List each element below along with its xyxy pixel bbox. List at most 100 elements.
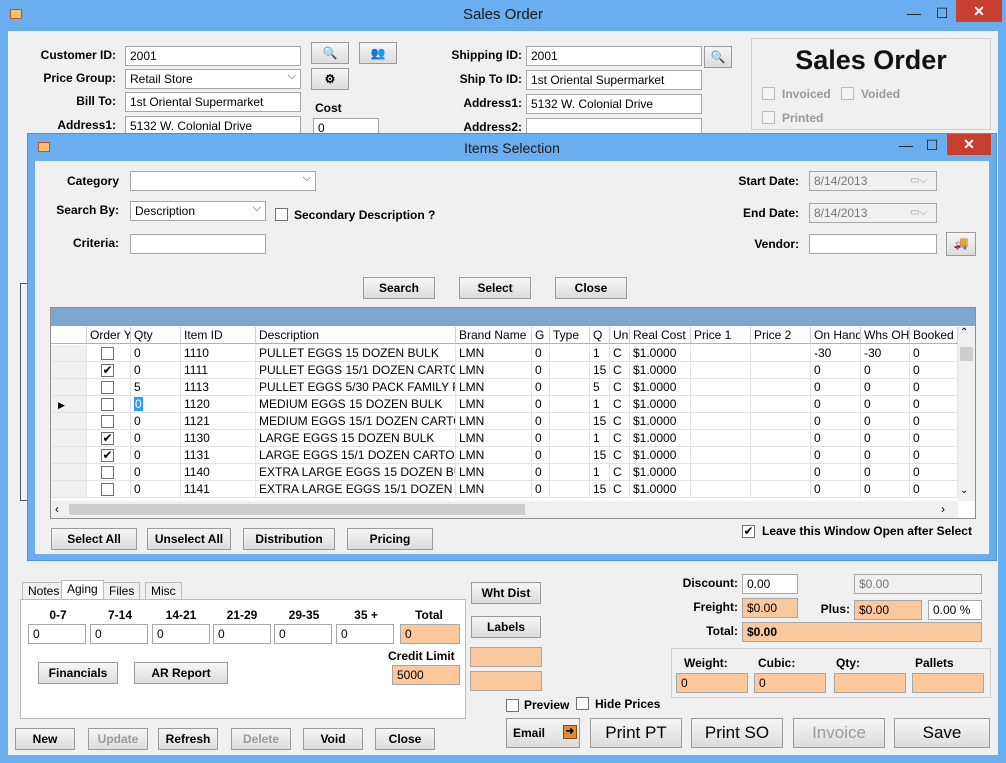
end-date-picker[interactable]: 8/14/2013 [809,203,937,223]
table-row[interactable]: ▶ 0 1120 MEDIUM EGGS 15 DOZEN BULK LMN 0 1 C $1.… [51,396,958,413]
row-header[interactable] [51,481,87,498]
aging-7-14-input[interactable]: 0 [90,624,148,644]
ship-to-input[interactable]: 1st Oriental Supermarket [526,70,702,90]
col-order-y[interactable]: Order Y [87,327,131,344]
dialog-maximize-button[interactable]: ☐ [925,137,939,153]
table-row[interactable]: 5 1113 PULLET EGGS 5/30 PACK FAMILY P LMN 0 5… [51,379,958,396]
order-checkbox[interactable]: ✔ [101,448,114,462]
void-button[interactable]: Void [303,728,363,750]
table-row[interactable]: 0 1140 EXTRA LARGE EGGS 15 DOZEN BU LMN 0 1 C $… [51,464,958,481]
close-dialog-button[interactable]: Close [555,277,627,299]
aging-29-35-input[interactable]: 0 [274,624,332,644]
row-header[interactable] [51,362,87,379]
criteria-input[interactable] [130,234,266,254]
select-all-button[interactable]: Select All [51,528,137,550]
col-qty[interactable]: Qty [131,327,181,344]
table-row[interactable]: ✔ 0 1130 LARGE EGGS 15 DOZEN BULK LMN 0 1 C $1.0… [51,430,958,447]
aging-total-input[interactable]: 0 [400,624,460,644]
aging-21-29-input[interactable]: 0 [213,624,271,644]
shipping-id-input[interactable]: 2001 [526,46,702,66]
cell-qty[interactable]: 0 [131,430,181,447]
refresh-button[interactable]: Refresh [158,728,218,750]
col-price-2[interactable]: Price 2 [751,327,811,344]
preview-checkbox[interactable] [506,699,519,712]
plus-input[interactable]: $0.00 [854,600,922,620]
row-header[interactable] [51,345,87,362]
invoice-button[interactable]: Invoice [793,718,885,748]
secondary-description-checkbox[interactable] [275,208,288,221]
shipping-search-button[interactable]: 🔍 [704,46,732,68]
customer-search-button[interactable]: 🔍 [311,42,349,64]
vendor-input[interactable] [809,234,937,254]
table-row[interactable]: ✔ 0 1131 LARGE EGGS 15/1 DOZEN CARTON LMN 0 15… [51,447,958,464]
row-header[interactable]: ▶ [51,396,87,413]
delete-button[interactable]: Delete [231,728,291,750]
close-button[interactable]: ✕ [956,0,1002,22]
col-description[interactable]: Description [256,327,456,344]
print-so-button[interactable]: Print SO [691,718,783,748]
scroll-down-icon[interactable]: ⌄ [960,485,969,496]
vendor-lookup-button[interactable]: 🚚 [946,232,976,256]
col-whs-oh[interactable]: Whs OH [861,327,910,344]
new-button[interactable]: New [15,728,75,750]
col-item-id[interactable]: Item ID [181,327,256,344]
customer-lookup-button[interactable]: 👥 [359,42,397,64]
price-group-select[interactable]: Retail Store [125,69,301,89]
address1-input[interactable]: 5132 W. Colonial Drive [125,116,301,136]
maximize-button[interactable]: ☐ [935,5,949,21]
col-brand-name[interactable]: Brand Name [456,327,532,344]
row-header[interactable] [51,413,87,430]
customer-id-input[interactable]: 2001 [125,46,301,66]
col-booked[interactable]: Booked [910,327,958,344]
order-checkbox[interactable] [101,415,114,428]
hide-prices-checkbox[interactable] [576,697,589,710]
ship-address1-input[interactable]: 5132 W. Colonial Drive [526,94,702,114]
row-header[interactable] [51,430,87,447]
col-un[interactable]: Un [610,327,630,344]
dialog-close-button[interactable]: ✕ [947,134,991,155]
financials-button[interactable]: Financials [38,662,118,684]
cell-qty[interactable]: 0 [131,481,181,498]
qty-edit-selection[interactable]: 0 [134,397,143,411]
email-button[interactable]: Email ➜ [506,718,580,748]
tab-files[interactable]: Files [103,582,141,600]
order-checkbox[interactable] [101,483,114,496]
bill-to-input[interactable]: 1st Oriental Supermarket [125,92,301,112]
wht-dist-button[interactable]: Wht Dist [471,582,541,604]
col-real-cost[interactable]: Real Cost [630,327,691,344]
aging-35-plus-input[interactable]: 0 [336,624,394,644]
pricing-button[interactable]: Pricing [347,528,433,550]
print-pt-button[interactable]: Print PT [590,718,682,748]
credit-limit-input[interactable]: 5000 [392,665,460,685]
table-row[interactable]: ✔ 0 1111 PULLET EGGS 15/1 DOZEN CARTO LMN 0 15… [51,362,958,379]
cell-qty[interactable]: 0 [131,464,181,481]
leave-open-checkbox[interactable]: ✔ [742,524,755,538]
price-group-settings-button[interactable]: ⚙ [311,68,349,90]
save-button[interactable]: Save [894,718,990,748]
scroll-right-icon[interactable]: › [941,502,945,516]
row-header[interactable] [51,447,87,464]
row-header[interactable] [51,464,87,481]
order-checkbox[interactable]: ✔ [101,431,114,445]
search-button[interactable]: Search [363,277,435,299]
dialog-minimize-button[interactable]: — [899,137,913,153]
table-row[interactable]: 0 1110 PULLET EGGS 15 DOZEN BULK LMN 0 1 C $1.0… [51,345,958,362]
col-on-hand[interactable]: On Hand [811,327,861,344]
search-by-select[interactable]: Description [130,201,266,221]
freight-input[interactable]: $0.00 [742,598,798,618]
scroll-left-icon[interactable]: ‹ [55,502,59,516]
cell-qty[interactable]: 0 [131,396,181,413]
category-select[interactable] [130,171,316,191]
horizontal-scroll-thumb[interactable] [69,504,525,515]
order-checkbox[interactable] [101,466,114,479]
tab-aging[interactable]: Aging [61,580,104,600]
labels-button[interactable]: Labels [471,616,541,638]
unselect-all-button[interactable]: Unselect All [147,528,231,550]
cell-qty[interactable]: 0 [131,447,181,464]
aging-0-7-input[interactable]: 0 [28,624,86,644]
cell-qty[interactable]: 0 [131,413,181,430]
close-form-button[interactable]: Close [375,728,435,750]
select-button[interactable]: Select [459,277,531,299]
vertical-scrollbar[interactable]: ⌃ ⌄ [958,327,975,501]
discount-input[interactable]: 0.00 [742,574,798,594]
